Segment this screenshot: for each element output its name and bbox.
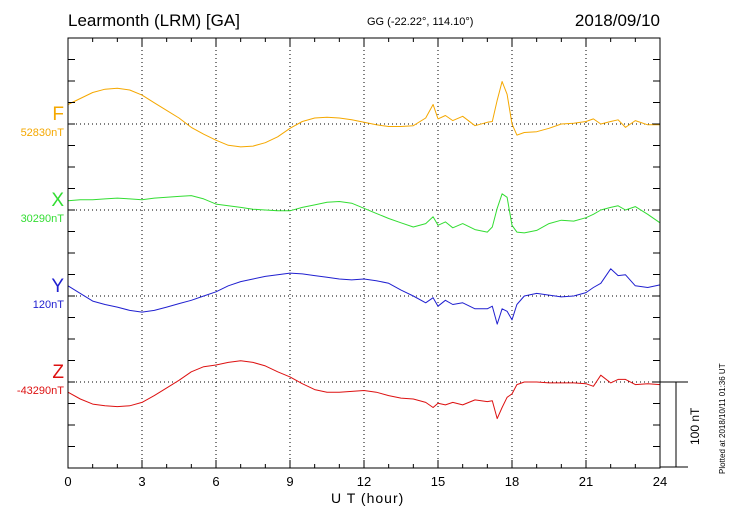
series-line-x: [67, 193, 661, 234]
component-baseline-value: 52830nT: [20, 127, 64, 139]
series-traces: [67, 81, 661, 420]
x-tick-label: 9: [286, 474, 294, 489]
plotted-timestamp: Plotted at 2018/10/11 01:36 UT: [718, 363, 727, 474]
station-coordinates: GG (-22.22°, 114.10°): [367, 16, 474, 28]
x-tick-label: 21: [578, 474, 594, 489]
x-tick-label: 12: [356, 474, 372, 489]
component-letter: F: [52, 104, 64, 125]
x-tick-label: 24: [652, 474, 668, 489]
component-baseline-value: -43290nT: [16, 385, 64, 397]
component-label-x: X 30290nT: [21, 190, 64, 226]
series-line-y: [67, 268, 661, 325]
x-tick-label: 3: [138, 474, 146, 489]
component-baseline-value: 120nT: [32, 299, 64, 311]
plot-date: 2018/09/10: [574, 11, 660, 30]
component-letter: Y: [51, 276, 64, 297]
x-tick-label: 6: [212, 474, 220, 489]
series-line-z: [67, 360, 661, 420]
series-line-f: [67, 81, 660, 148]
component-label-y: Y 120nT: [33, 276, 64, 312]
grid-lines: [68, 38, 660, 468]
x-tick-label: 18: [504, 474, 520, 489]
x-tick-label: 0: [64, 474, 72, 489]
component-letter: Z: [52, 362, 64, 383]
scale-bar-label: 100 nT: [688, 407, 702, 445]
axis-ticks: [68, 38, 660, 468]
component-label-z: Z -43290nT: [17, 362, 64, 398]
x-axis-label: U T (hour): [331, 490, 405, 506]
component-letter: X: [51, 190, 64, 211]
scale-bar: [660, 381, 688, 468]
x-tick-label: 15: [430, 474, 446, 489]
component-baseline-value: 30290nT: [20, 213, 64, 225]
component-label-f: F 52830nT: [21, 104, 64, 140]
station-title: Learmonth (LRM) [GA]: [68, 11, 240, 30]
